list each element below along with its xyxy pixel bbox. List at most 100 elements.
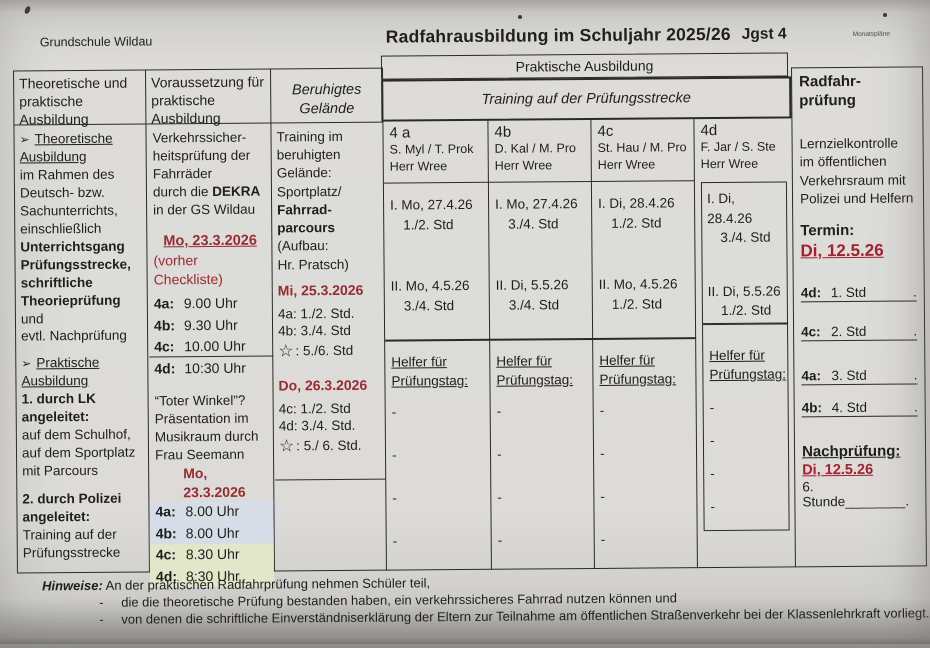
- gelaende-rows1: 4a: 1./2. Std. 4b: 3./4. Std: [278, 304, 379, 340]
- class-teacher: Herr Wree: [390, 157, 482, 174]
- class-name: 4b: [494, 123, 584, 141]
- class-name: 4 a: [389, 124, 481, 142]
- session-date: II. Di, 5.5.26: [496, 275, 586, 295]
- slot-row: 4b:4. Std.: [802, 399, 918, 417]
- slot-label: 4d:: [801, 285, 831, 300]
- row-label: 4c:: [156, 544, 186, 566]
- nachpruefung-text: 6. Stunde________: [802, 479, 905, 509]
- class-pupils: D. Kal / M. Pro: [495, 140, 585, 157]
- helper-blank: -: [710, 431, 782, 450]
- training-pruefungsstrecke-label: Training auf der Prüfungsstrecke: [482, 90, 691, 108]
- row-time: 8.00 Uhr: [185, 503, 239, 519]
- gelaende-date1: Mi, 25.3.2026: [278, 280, 379, 300]
- session-date: II. Mo, 4.5.26: [391, 276, 483, 296]
- star-text: : 5./6. Std: [295, 342, 353, 360]
- session-time: 1./2. Std: [403, 214, 482, 234]
- slot-label: 4c:: [801, 324, 831, 339]
- corner-note: Monatspläne: [853, 31, 890, 38]
- dekra-location: in der GS Wildau: [153, 200, 265, 219]
- praktische-bold1: 1. durch LK angeleitet:: [22, 390, 143, 427]
- class-4c-helpers: Helfer für Prüfungstag: - - - -: [593, 339, 698, 569]
- termin-date: Di, 12.5.26: [800, 240, 916, 261]
- class-teacher: Herr Wree: [598, 156, 688, 173]
- theorie-text: im Rahmen des Deutsch- bzw. Sachunterric…: [20, 165, 142, 238]
- session-time: 1./2. Std: [721, 301, 782, 321]
- slot-dot: .: [914, 399, 918, 414]
- helfer-label: Helfer für Prüfungstag:: [391, 353, 483, 392]
- gelaende-bold: Fahrrad- parcours: [277, 201, 378, 238]
- col-voraussetzung-body: Verkehrssicher- heitsprüfung der Fahrräd…: [146, 124, 275, 573]
- dekra-line: durch die DEKRA: [153, 182, 265, 201]
- schedule-row: 4c:8.30 Uhr: [150, 544, 274, 566]
- session-date: II. Di, 5.5.26: [708, 281, 782, 301]
- bullet-dash: -: [99, 612, 121, 627]
- helper-blank: -: [600, 487, 690, 506]
- toter-winkel-text: “Toter Winkel”? Präsentation im Musikrau…: [155, 392, 268, 465]
- helper-blank: -: [392, 446, 484, 465]
- arrow-bullet-icon: ➢: [19, 132, 29, 146]
- helfer-label: Helfer für Prüfungstag:: [709, 347, 781, 385]
- slot-dot: .: [914, 367, 918, 382]
- slot-label: 4a:: [801, 368, 831, 383]
- dekra-date: Mo, 23.3.2026: [163, 231, 265, 251]
- slot-row: 4d:1. Std.: [801, 284, 917, 302]
- col-gelaende-header: Beruhigtes Gelände: [271, 68, 383, 124]
- session-time: 3./4. Std: [720, 228, 781, 248]
- session-time: 1./2. Std: [612, 294, 689, 314]
- class-pupils: F. Jar / S. Ste: [701, 138, 786, 155]
- checkliste-note: (vorher Checkliste): [153, 251, 265, 289]
- nachpruefung-dot: .: [905, 494, 909, 509]
- row-time: 10.00 Uhr: [184, 338, 246, 354]
- training-pruefungsstrecke-banner: Training auf der Prüfungsstrecke: [381, 76, 791, 121]
- class-name: 4c: [597, 122, 687, 140]
- helper-blank: -: [600, 444, 690, 463]
- session-date: I. Mo, 27.4.26: [495, 194, 585, 214]
- gelaende-date2: Do, 26.3.2026: [278, 376, 379, 396]
- bullet-text: die die theoretische Prüfung bestanden h…: [121, 590, 677, 609]
- slot-row: 4a:3. Std.: [801, 367, 917, 385]
- slot-text: 4. Std: [832, 400, 867, 415]
- bullet-dash: -: [99, 595, 121, 610]
- col-gelaende-body: Training im beruhigten Gelände: Sportpla…: [271, 123, 387, 572]
- schedule-row: 4d:10:30 Uhr: [154, 357, 266, 379]
- gelaende-aufbau: (Aufbau: Hr. Pratsch): [277, 237, 378, 274]
- col-theorie-header: Theoretische und praktische Ausbildung: [13, 69, 146, 125]
- helper-blank: -: [392, 489, 484, 508]
- theorie-bold-text: Unterrichtsgang Prüfungsstrecke, schrift…: [20, 237, 142, 346]
- schedule-row: 4a:9.00 Uhr: [154, 293, 266, 315]
- class-pupils: St. Hau / M. Pro: [598, 139, 688, 156]
- class-teacher: Herr Wree: [495, 157, 585, 174]
- class-4c-header: 4c St. Hau / M. Pro Herr Wree: [591, 119, 694, 182]
- helfer-label: Helfer für Prüfungstag:: [496, 352, 586, 390]
- session-time: 3./4. Std: [404, 296, 483, 316]
- helper-blank: -: [600, 401, 690, 420]
- row-time: 9.00 Uhr: [184, 295, 238, 311]
- schedule-row: 4a:8.00 Uhr: [149, 501, 273, 523]
- helper-blank: -: [497, 445, 587, 464]
- row-label: 4d:: [154, 358, 184, 380]
- schedule-row: 4b:9.30 Uhr: [154, 314, 266, 336]
- session-date: II. Mo, 4.5.26: [599, 274, 689, 294]
- session-time: 1./2. Std: [611, 213, 688, 233]
- page-title: Radfahrausbildung im Schuljahr 2025/26: [386, 24, 731, 48]
- slot-text: 3. Std: [831, 368, 866, 383]
- row-time: 8.30 Uhr: [186, 546, 240, 562]
- col-voraussetzung-header: Voraussetzung für praktische Ausbildung: [146, 69, 271, 125]
- theorie-tail: und evtl. Nachprüfung: [21, 311, 127, 344]
- slot-label: 4b:: [802, 400, 832, 415]
- session-date: I. Di, 28.4.26: [598, 193, 688, 213]
- helper-blank: -: [710, 464, 782, 483]
- row-time: 10:30 Uhr: [184, 359, 246, 375]
- star-icon: ☆: [279, 435, 294, 457]
